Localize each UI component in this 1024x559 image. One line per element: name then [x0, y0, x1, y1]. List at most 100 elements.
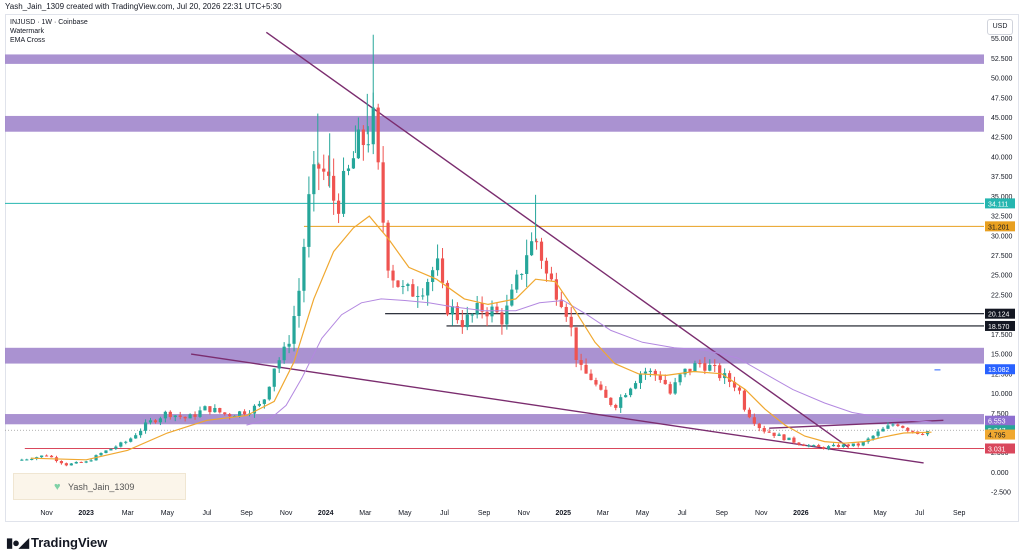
candle-body: [79, 461, 83, 463]
candle-body: [416, 295, 420, 297]
price-label-8: 3.031: [988, 446, 1006, 453]
candle-body: [406, 284, 410, 287]
candle-body: [906, 427, 910, 431]
candle-body: [346, 168, 351, 171]
candle-body: [703, 363, 707, 371]
y-tick-label: 30.000: [991, 233, 1013, 240]
candle-body: [921, 433, 925, 435]
candle-body: [718, 365, 722, 379]
candle-body: [638, 373, 643, 384]
candle-body: [228, 414, 232, 417]
candle-body: [40, 455, 44, 458]
y-tick-label: 7.500: [991, 411, 1009, 418]
candle-body: [747, 409, 751, 418]
candle-body: [757, 423, 761, 429]
candle-body: [614, 404, 618, 408]
y-tick-label: 27.500: [991, 253, 1013, 260]
candle-body: [242, 411, 247, 415]
tradingview-logo[interactable]: ▮●◢ TradingView: [6, 535, 107, 551]
currency-button[interactable]: USD: [987, 19, 1013, 35]
candle-body: [272, 368, 276, 387]
candle-body: [238, 411, 242, 416]
candle-body: [752, 417, 756, 424]
candle-body: [807, 445, 811, 447]
candle-body: [881, 428, 885, 432]
candle-body: [713, 365, 717, 367]
candle-body: [579, 360, 583, 365]
price-label-5: 6.553: [988, 419, 1006, 426]
candle-body: [366, 144, 370, 146]
candle-body: [188, 414, 192, 419]
candle-body: [460, 320, 464, 328]
candle-body: [732, 381, 737, 388]
y-tick-label: 15.000: [991, 352, 1013, 359]
x-tick-label: 2025: [556, 510, 572, 517]
candle-body: [742, 390, 747, 410]
candle-body: [74, 461, 78, 464]
candle-body: [426, 281, 430, 296]
candle-body: [539, 241, 544, 261]
x-tick-label: Mar: [597, 510, 610, 517]
x-tick-label: Mar: [359, 510, 372, 517]
candle-body: [624, 395, 628, 398]
y-tick-label: 12.500: [991, 371, 1013, 378]
candle-body: [727, 373, 732, 382]
candle-body: [520, 273, 524, 275]
y-tick-label: 32.500: [991, 214, 1013, 221]
candle-body: [901, 425, 905, 428]
candle-body: [846, 444, 850, 447]
candle-body: [213, 407, 217, 413]
x-tick-label: Nov: [280, 510, 293, 517]
candle-body: [663, 379, 667, 385]
candle-body: [139, 430, 143, 436]
candle-body: [633, 383, 638, 389]
candle-body: [143, 422, 148, 431]
candle-body: [693, 363, 697, 372]
x-tick-label: 2023: [78, 510, 94, 517]
candle-body: [485, 311, 489, 317]
green-heart-icon: ♥: [54, 481, 61, 493]
candle-body: [871, 435, 875, 439]
candle-body: [515, 274, 519, 290]
candle-body: [20, 459, 24, 461]
y-tick-label: 50.000: [991, 76, 1013, 83]
candle-body: [84, 461, 88, 463]
candle-body: [450, 306, 455, 315]
candle-body: [99, 452, 103, 456]
chart-legend: INJUSD · 1W · Coinbase Watermark EMA Cro…: [10, 18, 88, 45]
candle-body: [129, 438, 133, 442]
candle-body: [64, 463, 68, 466]
chart-frame[interactable]: [5, 14, 1019, 522]
legend-watermark[interactable]: Watermark: [10, 28, 44, 35]
price-label-bg-8: [985, 443, 1015, 454]
candle-body: [317, 164, 321, 169]
candle-body: [134, 435, 138, 439]
chart-caption-bar: Yash_Jain_1309 created with TradingView.…: [0, 0, 1024, 14]
x-tick-label: May: [398, 510, 412, 517]
candle-body: [104, 450, 108, 453]
candle-body: [673, 382, 677, 394]
candle-body: [554, 279, 558, 300]
candle-body: [544, 260, 549, 274]
legend-ema-cross[interactable]: EMA Cross: [10, 37, 46, 44]
candle-body: [267, 386, 271, 400]
candle-body: [431, 270, 435, 282]
y-tick-label: 35.000: [991, 194, 1013, 201]
candle-body: [861, 441, 865, 446]
trendline-2: [769, 419, 944, 429]
candle-body: [396, 280, 400, 287]
candle-body: [480, 302, 484, 312]
price-label-bg-1: [985, 221, 1015, 232]
watermark-box: ♥ Yash_Jain_1309: [13, 473, 186, 500]
candle-body: [643, 371, 648, 374]
candle-body: [658, 375, 662, 380]
price-label-bg-4: [985, 364, 1015, 375]
x-tick-label: May: [873, 510, 887, 517]
candle-body: [599, 384, 603, 390]
candle-body: [401, 286, 405, 288]
legend-symbol[interactable]: INJUSD · 1W · Coinbase: [10, 19, 88, 26]
candle-body: [158, 418, 163, 423]
candle-body: [49, 455, 54, 458]
price-chart[interactable]: 55.000 52.500 50.000 47.500 45.000 42.500 40.0…: [0, 0, 1024, 528]
candle-body: [356, 129, 360, 159]
